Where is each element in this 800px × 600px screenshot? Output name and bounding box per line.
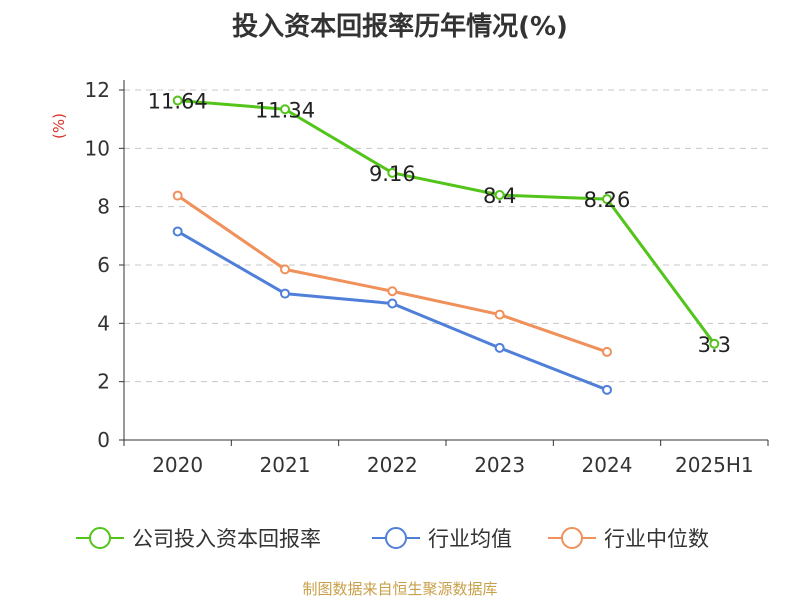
y-tick-label: 6 [97, 253, 110, 277]
data-point[interactable] [172, 226, 183, 237]
data-point[interactable] [602, 384, 612, 395]
y-tick-label: 0 [97, 428, 110, 452]
x-tick-label: 2021 [260, 453, 311, 477]
y-tick-label: 8 [97, 195, 110, 219]
series-line [177, 99, 716, 345]
grid-lines [124, 89, 768, 383]
data-label: 8.26 [584, 188, 631, 212]
legend-item-industry-mean[interactable]: 行业均值 [372, 518, 512, 558]
series-company-roic [172, 95, 720, 349]
data-point[interactable] [602, 194, 612, 205]
x-tick-label: 2022 [367, 453, 418, 477]
x-tick-label: 2020 [152, 453, 203, 477]
legend-marker-icon [76, 518, 124, 558]
legend: 公司投入资本回报率 行业均值 行业中位数 [0, 518, 800, 558]
axes: 0 2 4 6 8 10 12 2020 2021 2022 2023 2024 2025H1 [85, 78, 769, 477]
series-line [176, 194, 608, 354]
data-label: 11.34 [255, 98, 315, 122]
data-point[interactable] [172, 95, 183, 106]
data-point[interactable] [387, 286, 398, 297]
data-label: 3.3 [698, 333, 731, 357]
y-tick-label: 10 [85, 136, 110, 160]
y-tick-label: 2 [97, 370, 110, 394]
legend-label: 行业中位数 [604, 527, 709, 551]
legend-item-industry-median[interactable]: 行业中位数 [548, 518, 709, 558]
legend-label: 公司投入资本回报率 [132, 527, 321, 551]
y-tick-label: 12 [85, 78, 110, 102]
data-label: 11.64 [148, 90, 208, 114]
legend-marker-icon [372, 518, 420, 558]
source-note: 制图数据来自恒生聚源数据库 [302, 580, 498, 598]
data-point[interactable] [387, 167, 398, 178]
data-point[interactable] [280, 264, 290, 275]
chart-title: 投入资本回报率历年情况(%) [232, 12, 568, 42]
data-point[interactable] [494, 342, 505, 353]
series-line [176, 230, 608, 392]
data-label: 9.16 [369, 162, 416, 186]
data-point[interactable] [494, 309, 505, 320]
data-point[interactable] [387, 298, 398, 309]
y-axis-label: (%) [50, 113, 68, 139]
x-tick-label: 2025H1 [675, 453, 754, 477]
series [172, 95, 720, 395]
data-point[interactable] [602, 346, 612, 357]
legend-label: 行业均值 [428, 527, 512, 551]
legend-item-company[interactable]: 公司投入资本回报率 [76, 518, 321, 558]
x-tick-label: 2023 [474, 453, 525, 477]
y-tick-label: 4 [97, 311, 110, 335]
data-point[interactable] [280, 288, 290, 299]
legend-marker-icon [548, 518, 596, 558]
series-industry-median [172, 190, 612, 357]
series-industry-mean [172, 226, 612, 395]
data-point[interactable] [280, 104, 290, 115]
data-point[interactable] [172, 190, 183, 201]
x-tick-label: 2024 [582, 453, 633, 477]
data-point[interactable] [494, 190, 505, 200]
data-label: 8.4 [483, 184, 516, 208]
data-point[interactable] [709, 338, 720, 349]
data-labels: 11.64 11.34 9.16 8.4 8.26 3.3 [148, 90, 731, 357]
